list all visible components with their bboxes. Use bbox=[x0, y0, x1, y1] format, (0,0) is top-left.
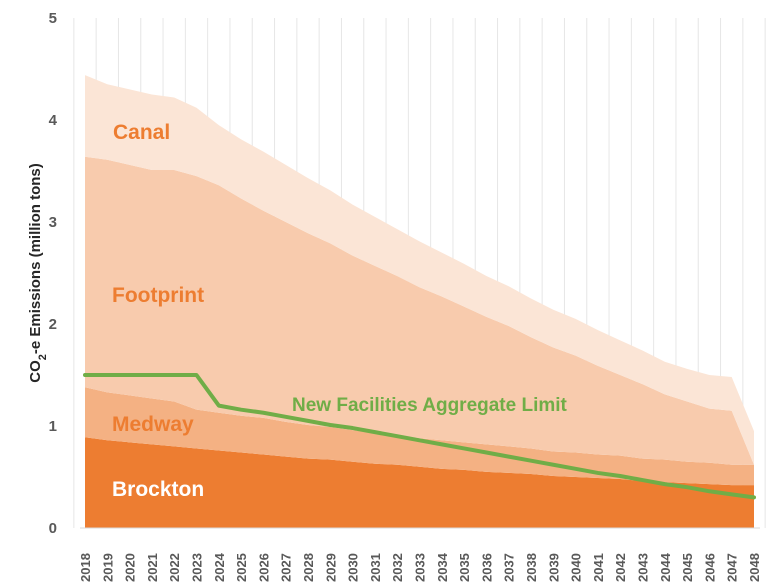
x-tick-label: 2018 bbox=[78, 553, 93, 582]
x-tick-label: 2022 bbox=[167, 553, 182, 582]
x-tick-label: 2033 bbox=[413, 553, 428, 582]
series-label-medway: Medway bbox=[112, 413, 194, 436]
y-tick-label: 0 bbox=[49, 520, 57, 537]
y-tick-label: 2 bbox=[49, 316, 57, 333]
x-tick-label: 2044 bbox=[658, 552, 673, 582]
x-tick-label: 2027 bbox=[279, 553, 294, 582]
x-tick-label: 2034 bbox=[435, 552, 450, 582]
x-tick-label: 2035 bbox=[457, 553, 472, 582]
x-tick-label: 2031 bbox=[368, 553, 383, 582]
x-tick-label: 2024 bbox=[212, 552, 227, 582]
x-tick-label: 2028 bbox=[301, 553, 316, 582]
x-tick-label: 2020 bbox=[123, 553, 138, 582]
x-tick-label: 2032 bbox=[390, 553, 405, 582]
x-tick-label: 2039 bbox=[546, 553, 561, 582]
x-tick-label: 2042 bbox=[613, 553, 628, 582]
x-tick-labels: 2018 2019 2020 2021 2022 2023 2024 2025 2026 2027… bbox=[78, 552, 762, 582]
x-tick-label: 2025 bbox=[234, 553, 249, 582]
y-axis-label: CO2-e Emissions (million tons) bbox=[27, 163, 49, 382]
x-tick-label: 2046 bbox=[702, 553, 717, 582]
series-label-canal: Canal bbox=[113, 121, 170, 144]
y-tick-label: 1 bbox=[49, 418, 57, 435]
x-tick-label: 2030 bbox=[346, 553, 361, 582]
x-tick-label: 2023 bbox=[190, 553, 205, 582]
x-tick-label: 2036 bbox=[479, 553, 494, 582]
y-tick-label: 4 bbox=[49, 112, 58, 129]
x-tick-label: 2019 bbox=[100, 553, 115, 582]
x-tick-label: 2040 bbox=[569, 553, 584, 582]
x-tick-label: 2048 bbox=[747, 553, 762, 582]
x-tick-label: 2021 bbox=[145, 553, 160, 582]
limit-line bbox=[83, 373, 756, 500]
line-label-limit: New Facilities Aggregate Limit bbox=[292, 395, 568, 416]
y-tick-labels: 0 1 2 3 4 5 bbox=[49, 10, 58, 537]
series-label-brockton: Brockton bbox=[112, 478, 204, 501]
x-tick-label: 2026 bbox=[256, 553, 271, 582]
x-tick-label: 2041 bbox=[591, 553, 606, 582]
y-tick-label: 3 bbox=[49, 214, 57, 231]
area-canal bbox=[85, 75, 754, 465]
x-tick-label: 2043 bbox=[636, 553, 651, 582]
x-tick-label: 2047 bbox=[725, 553, 740, 582]
stacked-areas bbox=[85, 75, 754, 528]
x-tick-label: 2038 bbox=[524, 553, 539, 582]
area-brockton bbox=[85, 437, 754, 528]
series-label-footprint: Footprint bbox=[112, 284, 204, 307]
area-footprint bbox=[85, 156, 754, 465]
x-tick-label: 2037 bbox=[502, 553, 517, 582]
y-tick-label: 5 bbox=[49, 10, 57, 27]
limit-line-layer bbox=[83, 373, 756, 500]
x-tick-label: 2045 bbox=[680, 553, 695, 582]
x-tick-label: 2029 bbox=[323, 553, 338, 582]
area-medway bbox=[85, 387, 754, 486]
